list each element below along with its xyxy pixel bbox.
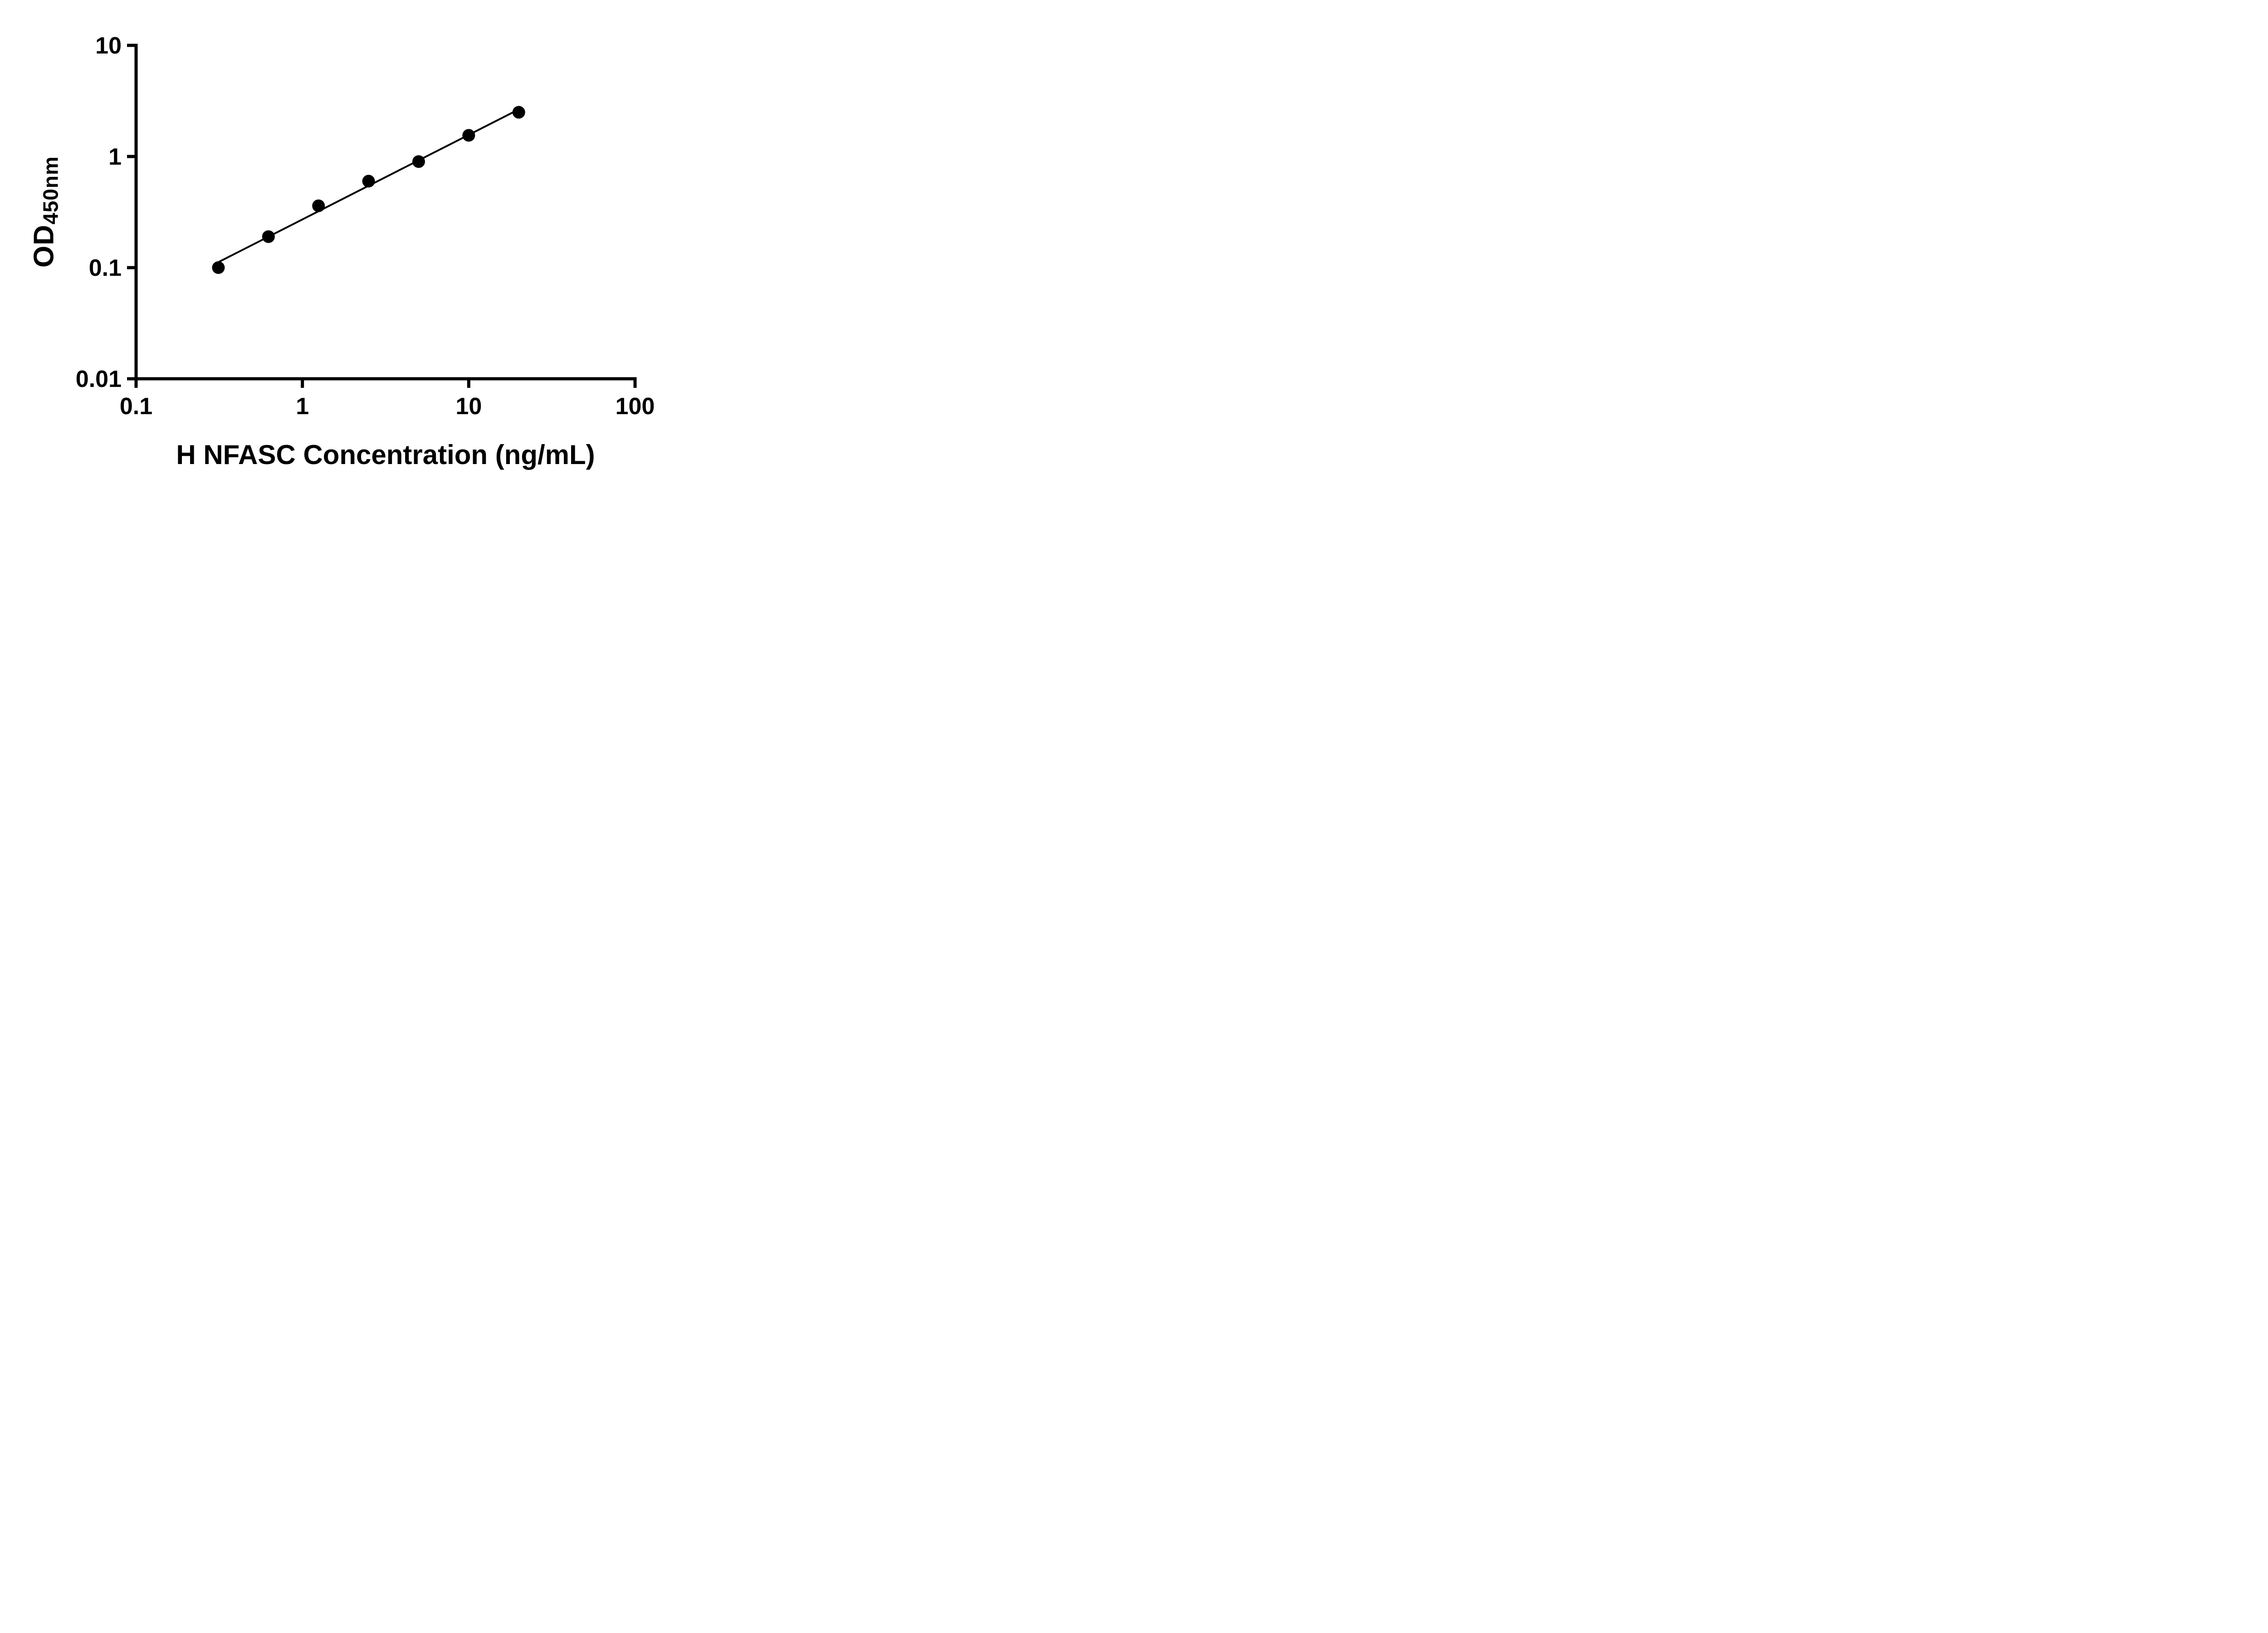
data-point bbox=[262, 230, 275, 243]
x-tick-label: 1 bbox=[296, 393, 309, 420]
x-tick-label: 100 bbox=[616, 393, 655, 420]
y-tick-label: 0.01 bbox=[76, 366, 122, 392]
x-tick-label: 10 bbox=[455, 393, 482, 420]
y-axis-title-main: OD bbox=[28, 224, 60, 268]
y-tick-label: 1 bbox=[108, 144, 122, 170]
data-point bbox=[312, 199, 325, 212]
data-point bbox=[362, 175, 375, 188]
y-tick-label: 10 bbox=[95, 33, 122, 59]
x-tick-label: 0.1 bbox=[120, 393, 152, 420]
data-point bbox=[462, 129, 475, 142]
y-axis-title: OD450nm bbox=[28, 156, 63, 268]
data-point bbox=[512, 106, 525, 119]
data-point bbox=[412, 155, 425, 168]
y-axis-title-sub: 450nm bbox=[39, 156, 63, 225]
x-axis-title: H NFASC Concentration (ng/mL) bbox=[176, 440, 595, 470]
y-tick-label: 0.1 bbox=[89, 255, 122, 281]
data-point bbox=[212, 261, 225, 274]
elisa-standard-curve-chart: 0.01 0.1 1 10 0.1 1 10 100 OD450nm H NFASC Conc… bbox=[0, 0, 700, 490]
